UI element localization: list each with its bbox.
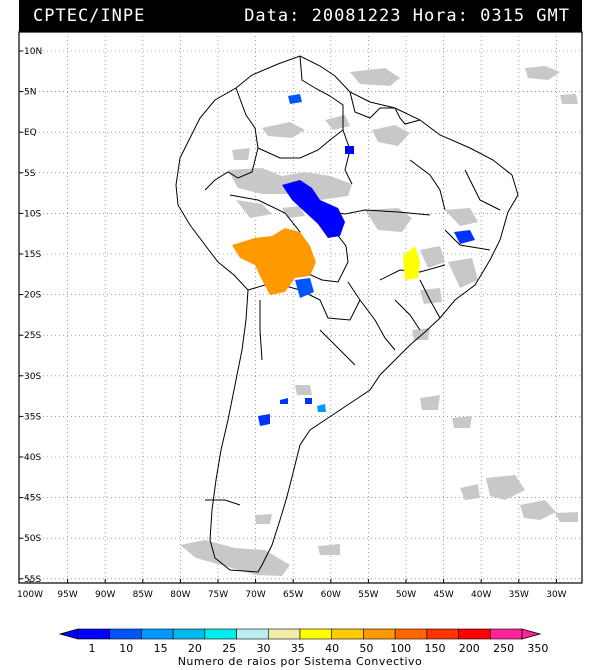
colorbar-label: 10	[119, 642, 133, 655]
lat-label: 20S	[24, 291, 41, 301]
colorbar-swatch	[299, 628, 333, 640]
map-frame	[18, 31, 583, 584]
institution-label: CPTEC/INPE	[33, 6, 146, 26]
colorbar-labels: 1 10 15 20 25 30 35 40 50 100 150 200 250 350	[89, 642, 549, 655]
cluster-blue-north	[288, 94, 302, 104]
colorbar-label: 350	[527, 642, 548, 655]
lon-label: 60W	[321, 590, 341, 600]
lat-label: 40S	[24, 453, 41, 463]
colorbar-label: 15	[154, 642, 168, 655]
lat-label: 50S	[24, 534, 41, 544]
colorbar-swatch	[77, 628, 111, 640]
lat-label: 10N	[24, 47, 42, 57]
colorbar-label: 100	[390, 642, 411, 655]
colorbar-label: 30	[257, 642, 271, 655]
lon-label: 90W	[95, 590, 115, 600]
colorbar-label: 25	[222, 642, 236, 655]
lon-label: 30W	[546, 590, 566, 600]
colorbar-label: 250	[493, 642, 514, 655]
cluster-cyan-south	[317, 404, 326, 412]
colorbar-label: 20	[188, 642, 202, 655]
lightning-clusters	[232, 94, 475, 426]
colorbar-swatch	[267, 628, 301, 640]
colorbar-swatch	[458, 628, 491, 640]
lon-label: 35W	[509, 590, 529, 600]
lon-label: 40W	[471, 590, 491, 600]
cluster-blue-mid	[295, 278, 314, 298]
colorbar-swatch	[141, 628, 174, 640]
cluster-blue-large	[282, 180, 345, 238]
lon-label: 85W	[133, 590, 153, 600]
lat-label: 5N	[24, 88, 36, 98]
colorbar-label: 35	[291, 642, 305, 655]
colorbar-swatch	[236, 628, 269, 640]
colorbar-swatch	[172, 628, 206, 640]
colorbar-swatch	[331, 628, 364, 640]
cluster-blue-right	[454, 230, 475, 244]
cluster-blue-small-1	[345, 146, 354, 154]
colorbar-swatch	[489, 628, 523, 640]
lat-label: 35S	[24, 412, 41, 422]
colorbar-swatch	[426, 628, 459, 640]
colorbar-swatch	[394, 628, 428, 640]
lat-label: 5S	[24, 169, 36, 179]
lat-label: 15S	[24, 250, 41, 260]
lon-label: 75W	[208, 590, 228, 600]
lon-label: 45W	[433, 590, 453, 600]
header-bar: CPTEC/INPE Data: 20081223 Hora: 0315 GMT	[19, 0, 582, 32]
coastlines	[175, 55, 519, 573]
colorbar-arrow-right	[521, 628, 542, 640]
colorbar-swatch	[109, 628, 142, 640]
lon-label: 100W	[17, 590, 43, 600]
lat-label: 55S	[24, 575, 41, 585]
cluster-blue-south-1	[258, 414, 270, 426]
lat-label: 30S	[24, 372, 41, 382]
colorbar-swatch	[363, 628, 396, 640]
lon-label: 55W	[358, 590, 378, 600]
lon-label: 65W	[283, 590, 303, 600]
colorbar-label: 200	[459, 642, 480, 655]
lat-label: EQ	[24, 128, 37, 138]
lat-label: 10S	[24, 209, 41, 219]
lon-label: 80W	[170, 590, 190, 600]
colorbar-arrow-left	[58, 628, 79, 640]
latitude-labels: 10N 5N EQ 5S 10S 15S 20S 25S 30S 35S 40S 45S 50S 55S	[19, 47, 42, 585]
colorbar-label: 40	[325, 642, 339, 655]
colorbar-label: 1	[89, 642, 96, 655]
longitude-labels: 100W 95W 90W 85W 80W 75W 70W 65W 60W 55W 50W 45W 40W…	[17, 579, 567, 600]
cluster-yellow	[403, 246, 420, 280]
colorbar-label: 150	[425, 642, 446, 655]
lat-label: 25S	[24, 331, 41, 341]
colorbar-title: Numero de raios por Sistema Convectivo	[178, 655, 423, 668]
colorbar-label: 50	[359, 642, 373, 655]
lon-label: 95W	[57, 590, 77, 600]
lon-label: 70W	[245, 590, 265, 600]
cluster-blue-south-2	[280, 398, 288, 404]
colorbar-swatch	[204, 628, 237, 640]
cluster-blue-south-3	[305, 398, 312, 404]
datetime-label: Data: 20081223 Hora: 0315 GMT	[244, 6, 570, 26]
lon-label: 50W	[396, 590, 416, 600]
lat-label: 45S	[24, 494, 41, 504]
cluster-orange	[232, 228, 316, 295]
colorbar	[58, 628, 542, 640]
